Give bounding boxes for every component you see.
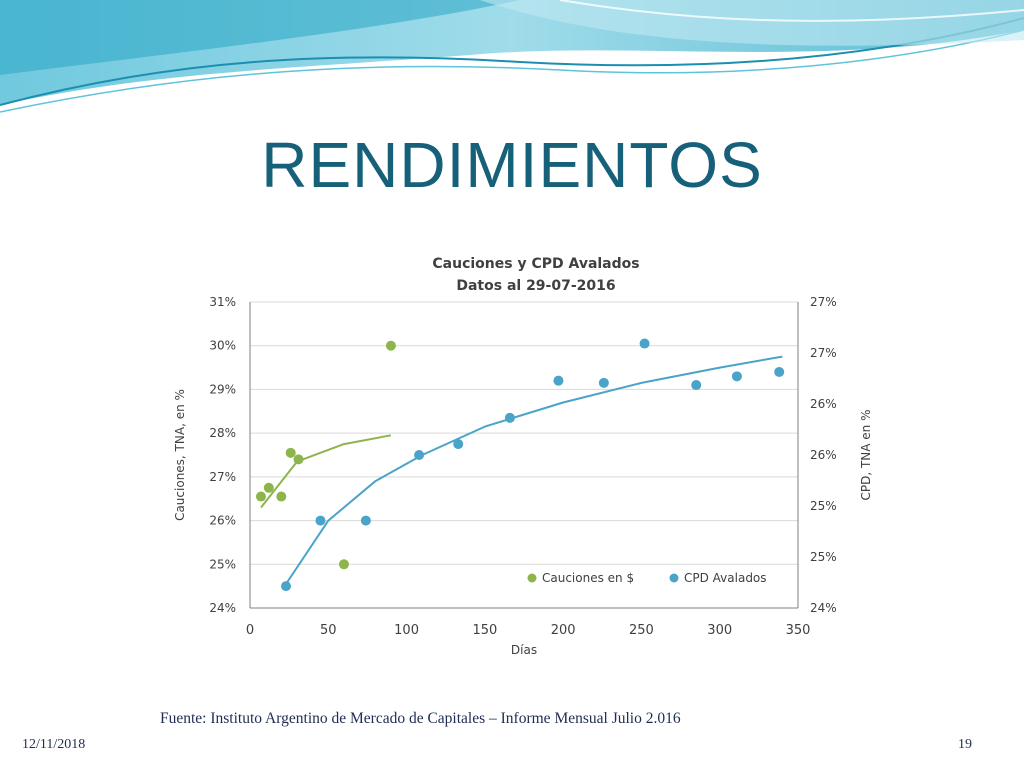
- x-tick-label: 250: [629, 623, 654, 638]
- y-left-tick-label: 29%: [209, 382, 236, 396]
- cauciones-point: [255, 491, 266, 502]
- cpd-point: [453, 439, 464, 450]
- x-tick-label: 300: [707, 623, 732, 638]
- y-left-tick-label: 31%: [209, 295, 236, 309]
- x-tick-label: 100: [394, 623, 419, 638]
- y-right-tick-label: 25%: [810, 550, 837, 564]
- y-axis-right-label: CPD, TNA en %: [859, 409, 873, 500]
- cpd-point: [774, 366, 785, 377]
- x-tick-label: 50: [320, 623, 337, 638]
- x-tick-label: 200: [551, 623, 576, 638]
- cpd-point: [731, 371, 742, 382]
- x-tick-label: 0: [246, 623, 254, 638]
- cpd-trendline: [285, 355, 783, 585]
- y-right-tick-label: 24%: [810, 601, 837, 615]
- cpd-point: [598, 377, 609, 388]
- chart-subtitle: Datos al 29-07-2016: [456, 278, 615, 294]
- y-left-tick-label: 24%: [209, 601, 236, 615]
- legend-label-cauciones: Cauciones en $: [542, 571, 634, 585]
- y-right-tick-label: 25%: [810, 499, 837, 513]
- y-left-tick-label: 27%: [209, 470, 236, 484]
- legend-marker-cauciones: [527, 573, 537, 583]
- legend-label-cpd: CPD Avalados: [684, 571, 767, 585]
- y-left-tick-label: 30%: [209, 339, 236, 353]
- cauciones-trendline: [260, 434, 392, 509]
- header-wave-decoration: [0, 0, 1024, 113]
- cpd-point: [414, 450, 425, 460]
- cpd-point: [504, 412, 515, 423]
- cpd-point: [360, 515, 371, 526]
- y-left-tick-label: 25%: [209, 557, 236, 571]
- y-right-tick-label: 27%: [810, 295, 837, 309]
- y-left-tick-label: 28%: [209, 426, 236, 440]
- cauciones-point: [293, 454, 304, 465]
- cpd-point: [281, 581, 292, 592]
- cpd-point: [639, 338, 650, 349]
- cpd-point: [315, 515, 326, 526]
- page-number: 19: [958, 737, 972, 752]
- x-axis-label: Días: [511, 643, 537, 657]
- cpd-point: [553, 375, 564, 386]
- y-left-tick-label: 26%: [209, 514, 236, 528]
- chart-svg: 24% 25% 26% 27% 28% 29% 30% 31% 24% 25% 25% 26% 26% 2…: [173, 256, 873, 657]
- chart-panel: 24% 25% 26% 27% 28% 29% 30% 31% 24% 25% 25% 26% 26% 2…: [148, 240, 892, 666]
- y-right-tick-label: 27%: [810, 346, 837, 360]
- legend-marker-cpd: [669, 573, 679, 583]
- y-axis-left-label: Cauciones, TNA, en %: [173, 389, 187, 521]
- slide-title: RENDIMIENTOS: [261, 129, 763, 201]
- x-tick-label: 350: [786, 623, 811, 638]
- cauciones-point: [285, 447, 296, 458]
- source-caption: Fuente: Instituto Argentino de Mercado d…: [160, 710, 681, 727]
- cauciones-point: [263, 482, 274, 493]
- cpd-point: [691, 380, 702, 391]
- x-tick-label: 150: [472, 623, 497, 638]
- chart-title: Cauciones y CPD Avalados: [432, 256, 639, 272]
- cauciones-point: [385, 340, 396, 351]
- y-right-tick-label: 26%: [810, 448, 837, 462]
- cauciones-point: [338, 559, 349, 570]
- y-right-tick-label: 26%: [810, 397, 837, 411]
- footer-date: 12/11/2018: [22, 737, 86, 752]
- cauciones-point: [276, 491, 287, 502]
